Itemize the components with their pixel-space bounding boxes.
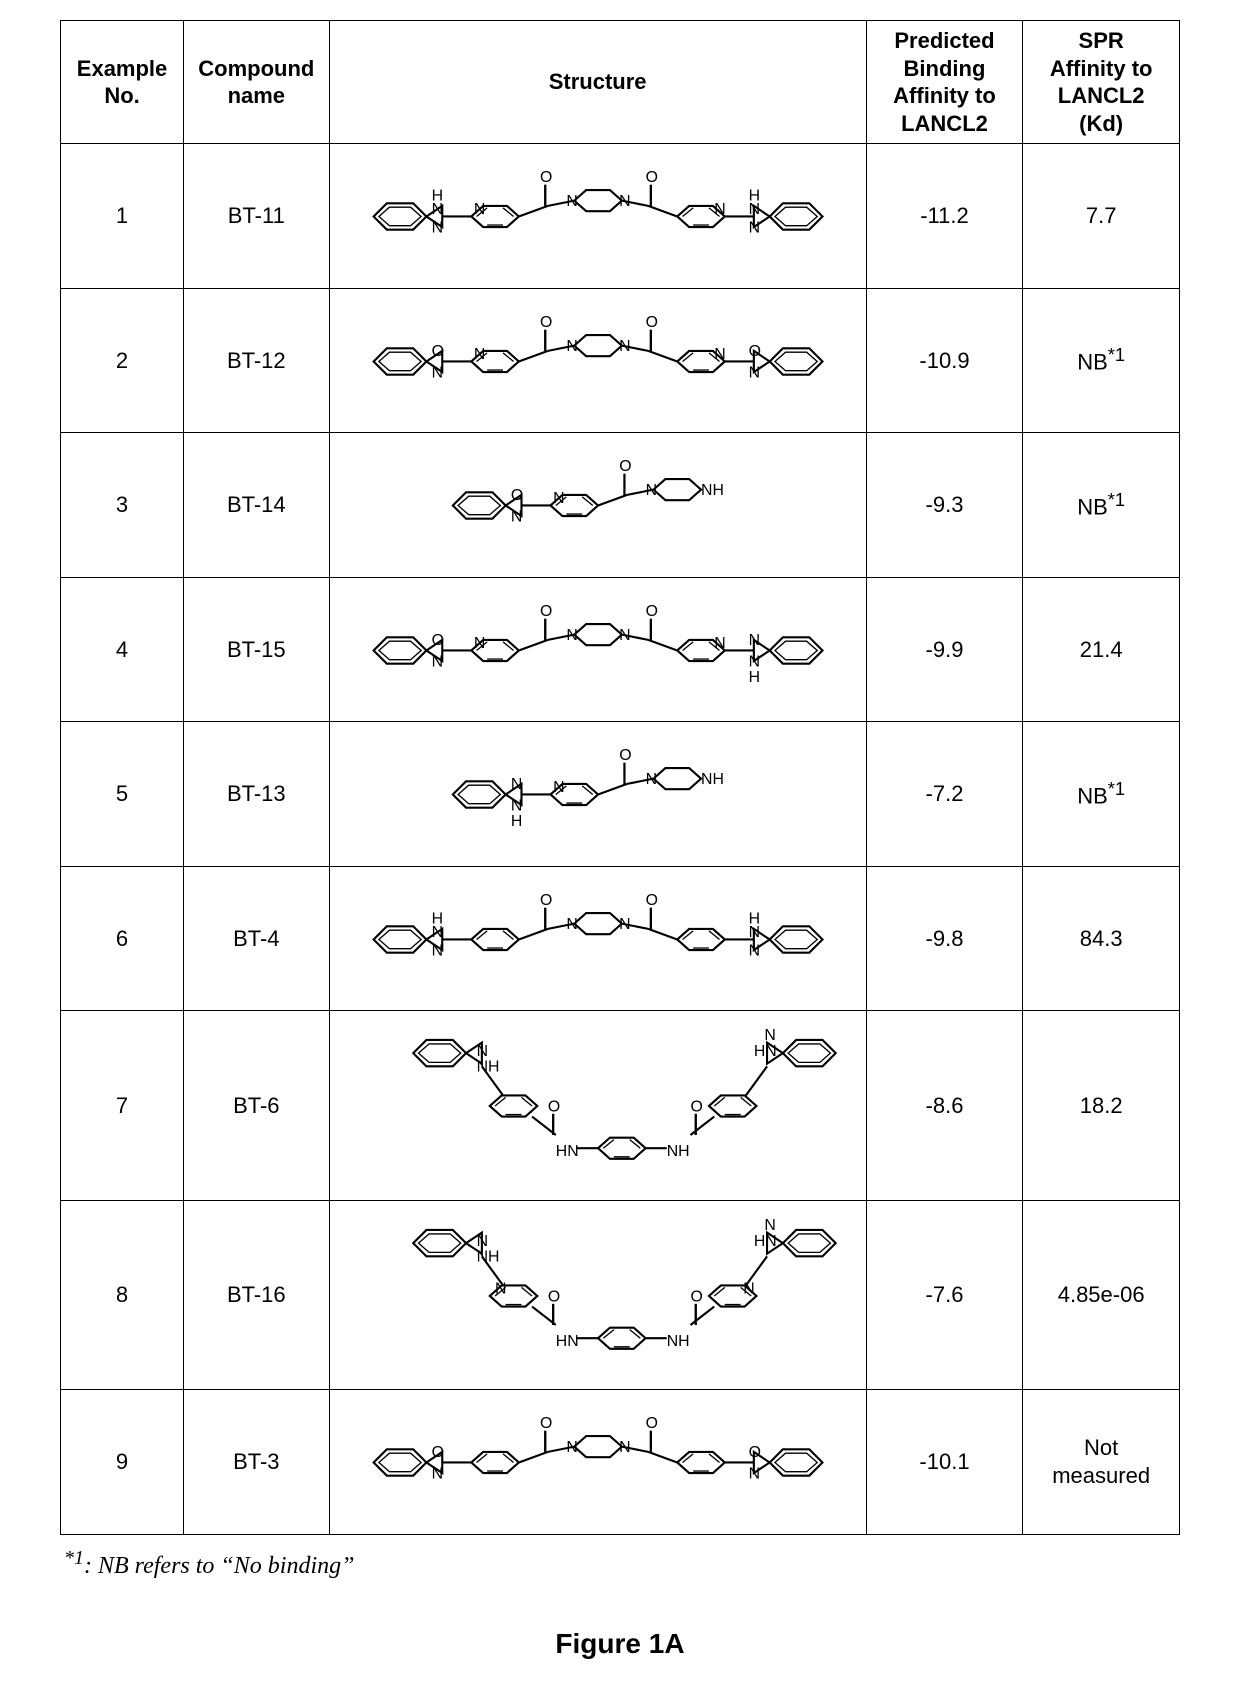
cell-spr-affinity: 18.2 (1023, 1011, 1180, 1201)
cell-example-no: 3 (61, 433, 184, 578)
cell-compound-name: BT-11 (184, 144, 329, 289)
col-label: Compoundname (198, 56, 314, 109)
cell-compound-name: BT-3 (184, 1390, 329, 1535)
figure-caption: Figure 1A (60, 1628, 1180, 1660)
cell-structure: bis(benzoxazolyl-pyridyl) piperazine dia… (329, 288, 866, 433)
cell-spr-affinity: 21.4 (1023, 577, 1180, 722)
cell-structure: bis(benzimidazolyl-benzoyl) phenylenedia… (329, 1011, 866, 1201)
cell-spr-affinity: NB*1 (1023, 288, 1180, 433)
col-label: ExampleNo. (77, 56, 168, 109)
col-label: SPRAffinity toLANCL2(Kd) (1050, 28, 1153, 136)
table-row: 5BT-13benzimidazolyl-pyridyl piperazine … (61, 722, 1180, 867)
cell-compound-name: BT-4 (184, 866, 329, 1011)
structure-icon: benzoxazolyl-pyridyl piperazine monoamid… (334, 439, 862, 564)
cell-predicted-affinity: -9.3 (866, 433, 1023, 578)
structure-icon: benzoxazolyl/benzimidazolyl-pyridyl pipe… (334, 584, 862, 709)
cell-spr-affinity: Notmeasured (1023, 1390, 1180, 1535)
cell-structure: bis(benzoxazolyl-phenyl) piperazine diam… (329, 1390, 866, 1535)
table-body: 1BT-11bis(benzimidazolyl-pyridyl) pipera… (61, 144, 1180, 1535)
structure-icon: bis(benzimidazolyl-phenyl) piperazine di… (334, 873, 862, 998)
cell-compound-name: BT-6 (184, 1011, 329, 1201)
col-example-no: ExampleNo. (61, 21, 184, 144)
table-row: 1BT-11bis(benzimidazolyl-pyridyl) pipera… (61, 144, 1180, 289)
cell-example-no: 6 (61, 866, 184, 1011)
cell-predicted-affinity: -10.1 (866, 1390, 1023, 1535)
col-compound-name: Compoundname (184, 21, 329, 144)
cell-structure: benzoxazolyl/benzimidazolyl-pyridyl pipe… (329, 577, 866, 722)
table-header-row: ExampleNo. Compoundname Structure Predic… (61, 21, 1180, 144)
cell-example-no: 1 (61, 144, 184, 289)
cell-predicted-affinity: -8.6 (866, 1011, 1023, 1201)
cell-structure: benzoxazolyl-pyridyl piperazine monoamid… (329, 433, 866, 578)
cell-example-no: 2 (61, 288, 184, 433)
cell-compound-name: BT-13 (184, 722, 329, 867)
cell-structure: benzimidazolyl-pyridyl piperazine monoam… (329, 722, 866, 867)
table-row: 3BT-14benzoxazolyl-pyridyl piperazine mo… (61, 433, 1180, 578)
structure-icon: benzimidazolyl-pyridyl piperazine monoam… (334, 728, 862, 853)
structure-icon: bis(benzimidazolyl-pyridyl) piperazine d… (334, 150, 862, 275)
structure-icon: bis(benzimidazolyl-pyridyl-carboxamido) … (334, 1207, 862, 1377)
table-row: 7BT-6bis(benzimidazolyl-benzoyl) phenyle… (61, 1011, 1180, 1201)
col-structure: Structure (329, 21, 866, 144)
structure-icon: bis(benzoxazolyl-pyridyl) piperazine dia… (334, 295, 862, 420)
cell-example-no: 4 (61, 577, 184, 722)
cell-predicted-affinity: -7.2 (866, 722, 1023, 867)
cell-spr-affinity: 84.3 (1023, 866, 1180, 1011)
cell-example-no: 7 (61, 1011, 184, 1201)
page: ExampleNo. Compoundname Structure Predic… (0, 0, 1240, 1700)
cell-predicted-affinity: -9.9 (866, 577, 1023, 722)
footnote: *1: NB refers to “No binding” (64, 1547, 1180, 1580)
cell-structure: bis(benzimidazolyl-pyridyl-carboxamido) … (329, 1200, 866, 1390)
cell-example-no: 5 (61, 722, 184, 867)
table-row: 9BT-3bis(benzoxazolyl-phenyl) piperazine… (61, 1390, 1180, 1535)
cell-predicted-affinity: -9.8 (866, 866, 1023, 1011)
cell-example-no: 9 (61, 1390, 184, 1535)
structure-icon: bis(benzoxazolyl-phenyl) piperazine diam… (334, 1396, 862, 1521)
cell-compound-name: BT-14 (184, 433, 329, 578)
cell-predicted-affinity: -10.9 (866, 288, 1023, 433)
cell-spr-affinity: 4.85e-06 (1023, 1200, 1180, 1390)
structure-icon: bis(benzimidazolyl-benzoyl) phenylenedia… (334, 1017, 862, 1187)
cell-spr-affinity: NB*1 (1023, 722, 1180, 867)
col-predicted-affinity: PredictedBindingAffinity toLANCL2 (866, 21, 1023, 144)
table-row: 2BT-12bis(benzoxazolyl-pyridyl) piperazi… (61, 288, 1180, 433)
col-label: Structure (549, 69, 647, 94)
cell-spr-affinity: 7.7 (1023, 144, 1180, 289)
cell-spr-affinity: NB*1 (1023, 433, 1180, 578)
table-row: 8BT-16bis(benzimidazolyl-pyridyl-carboxa… (61, 1200, 1180, 1390)
cell-compound-name: BT-15 (184, 577, 329, 722)
cell-compound-name: BT-16 (184, 1200, 329, 1390)
compound-table: ExampleNo. Compoundname Structure Predic… (60, 20, 1180, 1535)
cell-predicted-affinity: -11.2 (866, 144, 1023, 289)
cell-structure: bis(benzimidazolyl-phenyl) piperazine di… (329, 866, 866, 1011)
col-spr-affinity: SPRAffinity toLANCL2(Kd) (1023, 21, 1180, 144)
col-label: PredictedBindingAffinity toLANCL2 (893, 28, 996, 136)
table-row: 4BT-15benzoxazolyl/benzimidazolyl-pyridy… (61, 577, 1180, 722)
cell-predicted-affinity: -7.6 (866, 1200, 1023, 1390)
cell-structure: bis(benzimidazolyl-pyridyl) piperazine d… (329, 144, 866, 289)
table-row: 6BT-4bis(benzimidazolyl-phenyl) piperazi… (61, 866, 1180, 1011)
cell-example-no: 8 (61, 1200, 184, 1390)
cell-compound-name: BT-12 (184, 288, 329, 433)
